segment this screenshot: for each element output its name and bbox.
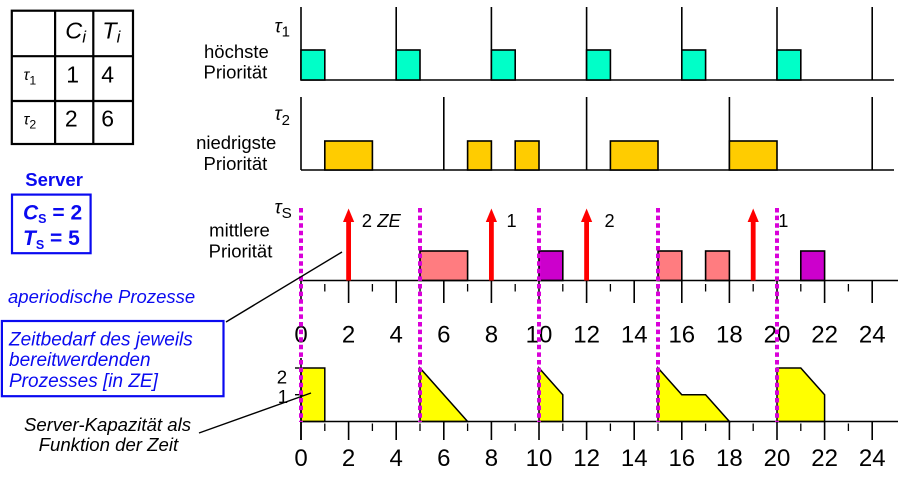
svg-text:12: 12 [573,321,600,348]
svg-text:6: 6 [437,445,450,472]
svg-text:2 ZE: 2 ZE [362,210,402,231]
svg-text:16: 16 [668,445,695,472]
svg-text:18: 18 [716,321,743,348]
svg-text:τ1: τ1 [24,67,37,87]
svg-text:4: 4 [390,321,403,348]
svg-text:τ1: τ1 [275,16,290,40]
svg-text:1: 1 [507,211,517,231]
svg-text:Server-Kapazität als: Server-Kapazität als [24,414,191,435]
svg-text:22: 22 [811,445,838,472]
svg-text:TS = 5: TS = 5 [23,227,80,252]
svg-text:18: 18 [716,445,743,472]
svg-text:0: 0 [294,445,307,472]
svg-text:24: 24 [859,445,886,472]
svg-text:2: 2 [65,106,78,132]
svg-text:24: 24 [859,321,886,348]
svg-text:τ2: τ2 [275,104,290,129]
svg-text:4: 4 [101,62,114,88]
svg-text:2: 2 [342,321,355,348]
svg-text:Server: Server [25,169,83,190]
svg-text:CS = 2: CS = 2 [23,201,82,226]
svg-text:22: 22 [811,321,838,348]
svg-text:1: 1 [66,62,79,88]
svg-text:τ2: τ2 [24,112,37,132]
svg-text:12: 12 [573,445,600,472]
svg-text:Priorität: Priorität [209,241,273,262]
svg-text:20: 20 [764,445,791,472]
svg-text:mittlere: mittlere [209,219,270,240]
svg-text:0: 0 [294,321,307,348]
svg-text:Funktion der Zeit: Funktion der Zeit [39,434,179,455]
svg-text:8: 8 [485,321,498,348]
svg-text:Priorität: Priorität [204,153,268,174]
svg-text:6: 6 [101,106,114,132]
svg-text:1: 1 [278,386,288,407]
svg-text:Priorität: Priorität [204,61,268,82]
svg-text:2: 2 [605,211,615,231]
svg-text:10: 10 [526,445,553,472]
svg-text:2: 2 [277,367,287,388]
svg-text:τS: τS [275,197,292,221]
svg-text:höchste: höchste [204,41,269,62]
svg-text:2: 2 [342,445,355,472]
svg-text:Prozesses [in ZE]: Prozesses [in ZE] [9,371,159,392]
svg-text:16: 16 [668,321,695,348]
svg-text:14: 14 [621,321,648,348]
svg-text:bereitwerdenden: bereitwerdenden [9,350,151,371]
svg-text:Ti: Ti [102,18,121,47]
svg-text:niedrigste: niedrigste [196,132,276,153]
svg-text:Ci: Ci [65,18,87,47]
svg-text:1: 1 [778,211,788,231]
svg-text:4: 4 [390,445,403,472]
svg-text:Zeitbedarf des jeweils: Zeitbedarf des jeweils [8,329,193,350]
svg-text:aperiodische Prozesse: aperiodische Prozesse [8,286,195,307]
svg-text:6: 6 [437,321,450,348]
svg-text:14: 14 [621,445,648,472]
svg-text:8: 8 [485,445,498,472]
